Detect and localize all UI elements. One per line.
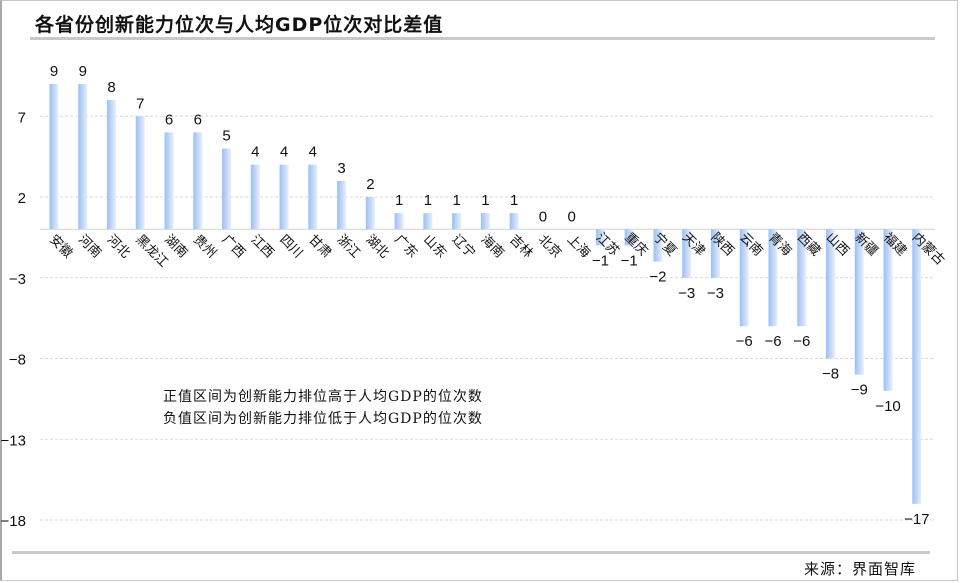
value-label: −9 (851, 382, 868, 399)
value-label: −17 (904, 511, 929, 528)
value-label: −6 (764, 333, 781, 350)
value-label: 4 (309, 144, 317, 161)
category-label: 江西 (247, 232, 276, 261)
bar (653, 229, 663, 262)
value-label: −6 (736, 333, 753, 350)
bar (854, 229, 864, 375)
y-tick-label: −8 (9, 352, 26, 369)
bar (365, 197, 375, 230)
category-label: 浙江 (334, 232, 363, 261)
note-negative: 负值区间为创新能力排位低于人均GDP的位次数 (163, 411, 483, 427)
value-label: −8 (822, 366, 839, 383)
category-label: 河南 (75, 232, 105, 262)
value-label: 4 (280, 144, 288, 161)
category-label: 辽宁 (449, 232, 479, 262)
bar (624, 229, 634, 246)
category-label: 广西 (219, 232, 248, 261)
value-label: 1 (510, 192, 518, 209)
bar (250, 164, 260, 230)
value-label: 1 (481, 192, 489, 209)
value-label: −1 (621, 252, 638, 269)
category-label: 海南 (478, 232, 508, 262)
y-tick-label: −3 (9, 271, 26, 288)
bar (710, 229, 720, 278)
value-label: −10 (875, 398, 900, 415)
value-label: 8 (107, 79, 115, 96)
category-label: 四川 (276, 232, 305, 261)
bar (883, 229, 893, 391)
bar (682, 229, 692, 278)
value-label: 1 (424, 192, 432, 209)
source-label: 来源：界面智库 (803, 560, 916, 578)
y-tick-label: −13 (1, 432, 26, 449)
value-label: 1 (395, 192, 403, 209)
bar (308, 164, 318, 230)
bar (595, 229, 605, 246)
value-label: −3 (678, 285, 695, 302)
category-label: 湖北 (363, 232, 392, 261)
y-tick-label: 2 (18, 190, 26, 207)
footer-divider (12, 551, 930, 554)
value-label: 0 (539, 208, 547, 225)
note-positive: 正值区间为创新能力排位高于人均GDP的位次数 (163, 389, 483, 405)
bars (49, 83, 922, 504)
value-label: 9 (79, 63, 87, 80)
value-label: 0 (568, 208, 576, 225)
bar (337, 180, 347, 230)
bar (797, 229, 807, 327)
bar (739, 229, 749, 327)
bar (423, 213, 433, 230)
chart-title: 各省份创新能力位次与人均GDP位次对比差值 (35, 14, 444, 36)
bar (193, 132, 203, 230)
bar (107, 100, 117, 230)
value-label: −1 (592, 252, 609, 269)
value-label: 6 (165, 111, 173, 128)
y-axis-ticks: 7 2 −3 −8 −13 −18 (1, 109, 26, 530)
category-label: 上海 (564, 232, 593, 261)
bar (394, 213, 404, 230)
bar (452, 213, 462, 230)
value-label: 3 (337, 160, 345, 177)
category-label: 吉林 (506, 232, 535, 261)
category-label: 山东 (420, 232, 449, 261)
y-gridlines (40, 115, 935, 521)
bar (78, 83, 88, 230)
value-label: 2 (366, 176, 374, 193)
value-label: 1 (452, 192, 460, 209)
y-tick-label: −18 (1, 513, 26, 530)
category-label: 河北 (104, 232, 133, 261)
category-label: 甘肃 (305, 232, 334, 261)
bar (49, 83, 59, 230)
bar (222, 148, 232, 230)
category-label: 北京 (535, 232, 564, 261)
category-label: 贵州 (190, 232, 219, 261)
value-label: 6 (194, 111, 202, 128)
category-label: 安徽 (46, 232, 75, 261)
value-label: 4 (251, 144, 259, 161)
value-label: −6 (793, 333, 810, 350)
value-label: 9 (50, 63, 58, 80)
bar (279, 164, 289, 230)
bar (826, 229, 836, 359)
value-label: 7 (136, 95, 144, 112)
bar (912, 229, 922, 504)
x-axis-labels: 安徽 河南 河北 黑龙江湖南 贵州 广西 江西 四川 甘肃 浙江 湖北 广东 山东 辽宁 海南 吉林 北京 上海江… (46, 230, 948, 271)
title-divider (30, 37, 935, 40)
y-tick-label: 7 (18, 109, 26, 126)
value-label: −2 (649, 269, 666, 286)
bar (135, 116, 145, 230)
bar (768, 229, 778, 327)
bar (480, 213, 490, 230)
value-label: 5 (222, 128, 230, 145)
category-label: 广东 (391, 232, 420, 261)
bar (164, 132, 174, 230)
bar (509, 213, 519, 230)
value-label: −3 (707, 285, 724, 302)
